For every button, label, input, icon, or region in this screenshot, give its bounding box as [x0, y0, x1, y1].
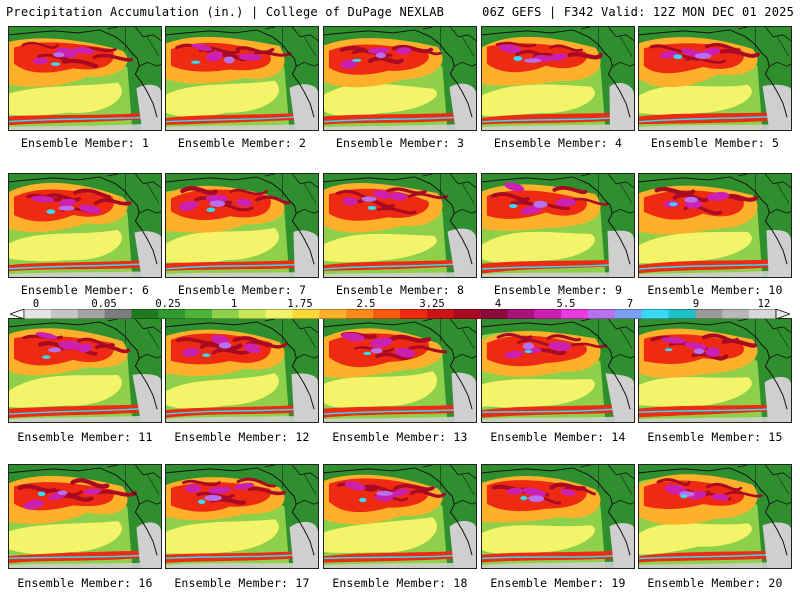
legend-color-swatch [373, 309, 401, 319]
legend-color-swatch [453, 309, 481, 319]
ensemble-map-10 [638, 173, 792, 278]
ensemble-map-20 [638, 464, 792, 569]
legend-color-swatch [212, 309, 240, 319]
legend-color-swatch [238, 309, 267, 319]
legend-labels: 0 0.05 0.25 1 1.75 2.5 3.25 4 5.5 7 9 12 [0, 298, 800, 311]
legend-tick-label: 0.25 [155, 298, 181, 310]
legend-color-swatch [641, 309, 669, 319]
precip-color-legend [10, 309, 790, 319]
ensemble-member-label: Ensemble Member: 3 [335, 136, 465, 150]
legend-color-swatch [104, 309, 132, 319]
ensemble-map-13 [323, 318, 477, 423]
ensemble-map-7 [165, 173, 319, 278]
legend-color-swatch [265, 309, 293, 319]
legend-tick-label: 5.5 [556, 298, 576, 310]
legend-color-swatch [346, 309, 374, 319]
legend-color-swatch [507, 309, 535, 319]
ensemble-member-label: Ensemble Member: 8 [335, 283, 465, 297]
legend-color-swatch [50, 309, 79, 319]
legend-color-swatch [561, 309, 589, 319]
legend-tick-label: 3.25 [419, 298, 445, 310]
ensemble-member-label: Ensemble Member: 2 [177, 136, 307, 150]
ensemble-member-label: Ensemble Member: 7 [177, 283, 307, 297]
ensemble-member-label: Ensemble Member: 15 [647, 430, 783, 444]
legend-color-swatch [77, 309, 105, 319]
ensemble-member-label: Ensemble Member: 9 [493, 283, 623, 297]
ensemble-member-label: Ensemble Member: 13 [332, 430, 468, 444]
chart-title: Precipitation Accumulation (in.) | Colle… [6, 5, 445, 19]
ensemble-member-label: Ensemble Member: 16 [17, 576, 153, 590]
legend-color-swatch [131, 309, 159, 319]
ensemble-member-label: Ensemble Member: 17 [174, 576, 310, 590]
legend-color-swatch [319, 309, 347, 319]
legend-tick-label: 1.75 [287, 298, 313, 310]
ensemble-member-label: Ensemble Member: 19 [490, 576, 626, 590]
ensemble-map-16 [8, 464, 162, 569]
ensemble-map-14 [481, 318, 635, 423]
ensemble-member-label: Ensemble Member: 20 [647, 576, 783, 590]
legend-color-swatch [24, 309, 52, 319]
ensemble-member-label: Ensemble Member: 12 [174, 430, 310, 444]
legend-color-swatch [722, 309, 750, 319]
legend-tick-label: 4 [494, 298, 502, 310]
legend-color-swatch [426, 309, 455, 319]
ensemble-member-label: Ensemble Member: 18 [332, 576, 468, 590]
legend-color-swatch [534, 309, 562, 319]
ensemble-map-6 [8, 173, 162, 278]
ensemble-map-8 [323, 173, 477, 278]
legend-tick-label: 1 [230, 298, 238, 310]
legend-tick-label: 7 [626, 298, 634, 310]
ensemble-map-5 [638, 26, 792, 131]
ensemble-map-3 [323, 26, 477, 131]
ensemble-map-4 [481, 26, 635, 131]
ensemble-map-18 [323, 464, 477, 569]
ensemble-member-label: Ensemble Member: 10 [647, 283, 783, 297]
ensemble-member-label: Ensemble Member: 5 [650, 136, 780, 150]
ensemble-map-1 [8, 26, 162, 131]
legend-color-swatch [158, 309, 186, 319]
legend-color-swatch [292, 309, 320, 319]
legend-color-swatch [588, 309, 616, 319]
ensemble-map-19 [481, 464, 635, 569]
ensemble-map-9 [481, 173, 635, 278]
legend-tick-label: 12 [757, 298, 771, 310]
ensemble-member-label: Ensemble Member: 1 [20, 136, 150, 150]
ensemble-map-12 [165, 318, 319, 423]
ensemble-map-2 [165, 26, 319, 131]
legend-color-swatch [400, 309, 428, 319]
legend-tick-label: 0 [32, 298, 40, 310]
legend-color-swatch [749, 309, 777, 319]
legend-tick-label: 0.05 [91, 298, 117, 310]
ensemble-member-label: Ensemble Member: 6 [20, 283, 150, 297]
legend-color-swatch [185, 309, 213, 319]
legend-tick-label: 9 [692, 298, 700, 310]
ensemble-map-11 [8, 318, 162, 423]
legend-tick-label: 2.5 [356, 298, 376, 310]
run-valid-time: 06Z GEFS | F342 Valid: 12Z MON DEC 01 20… [482, 5, 794, 19]
ensemble-map-15 [638, 318, 792, 423]
legend-color-swatch [695, 309, 723, 319]
legend-color-swatch [614, 309, 643, 319]
ensemble-member-label: Ensemble Member: 14 [490, 430, 626, 444]
ensemble-member-label: Ensemble Member: 11 [17, 430, 153, 444]
legend-color-swatch [480, 309, 508, 319]
legend-color-swatch [668, 309, 696, 319]
ensemble-member-label: Ensemble Member: 4 [493, 136, 623, 150]
ensemble-map-17 [165, 464, 319, 569]
